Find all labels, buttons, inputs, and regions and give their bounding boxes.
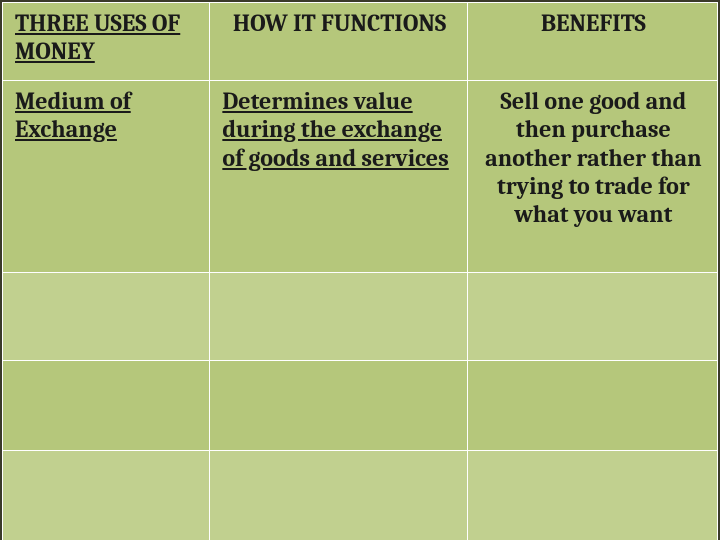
cell-benefits	[467, 451, 717, 540]
cell-functions	[210, 273, 467, 361]
col-header-functions: HOW IT FUNCTIONS	[210, 3, 467, 81]
cell-uses-text: Medium of Exchange	[15, 87, 131, 143]
col-header-uses: THREE USES OF MONEY	[3, 3, 210, 81]
cell-benefits: Sell one good and then purchase another …	[467, 81, 717, 273]
col-header-functions-label: HOW IT FUNCTIONS	[233, 9, 446, 37]
col-header-benefits: BENEFITS	[467, 3, 717, 81]
cell-functions: Determines value during the exchange of …	[210, 81, 467, 273]
table-row	[3, 451, 718, 540]
table-row	[3, 361, 718, 451]
cell-uses: Medium of Exchange	[3, 81, 210, 273]
table-row	[3, 273, 718, 361]
col-header-uses-label: THREE USES OF MONEY	[15, 9, 180, 65]
cell-functions	[210, 451, 467, 540]
col-header-benefits-label: BENEFITS	[541, 9, 646, 37]
table-row: Medium of Exchange Determines value duri…	[3, 81, 718, 273]
cell-benefits	[467, 273, 717, 361]
cell-benefits	[467, 361, 717, 451]
cell-uses	[3, 361, 210, 451]
cell-functions	[210, 361, 467, 451]
cell-uses	[3, 273, 210, 361]
table-header-row: THREE USES OF MONEY HOW IT FUNCTIONS BEN…	[3, 3, 718, 81]
money-uses-table: THREE USES OF MONEY HOW IT FUNCTIONS BEN…	[2, 2, 718, 540]
cell-functions-text: Determines value during the exchange of …	[222, 87, 448, 172]
slide: THREE USES OF MONEY HOW IT FUNCTIONS BEN…	[0, 0, 720, 540]
cell-uses	[3, 451, 210, 540]
cell-benefits-text: Sell one good and then purchase another …	[485, 87, 701, 228]
